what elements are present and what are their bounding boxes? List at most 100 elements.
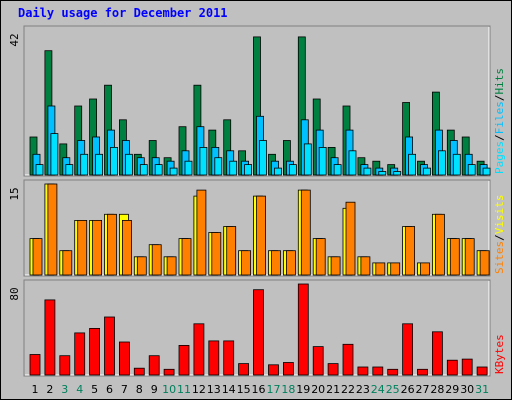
bar-kbytes-26	[402, 323, 414, 376]
bar-kbytes-31	[476, 366, 488, 376]
side-label-hits_files_pages: Pages/Files/Hits	[493, 68, 506, 174]
bar-pages-15	[244, 164, 253, 176]
bar-pages-10	[169, 167, 178, 176]
bar-sites-6	[107, 213, 117, 276]
bar-kbytes-17	[268, 364, 279, 376]
side-label-kbytes: KBytes	[493, 334, 506, 374]
bar-pages-21	[333, 164, 342, 176]
x-tick-23: 23	[356, 383, 370, 396]
bar-pages-20	[318, 146, 327, 176]
bar-kbytes-12	[193, 323, 205, 376]
bar-pages-24	[378, 171, 387, 176]
bar-kbytes-3	[59, 355, 71, 376]
bar-pages-31	[482, 167, 491, 176]
bar-pages-17	[274, 167, 282, 176]
bar-kbytes-4	[74, 332, 86, 376]
bar-sites-23	[360, 256, 371, 276]
bar-pages-8	[139, 164, 148, 176]
bar-sites-20	[315, 238, 326, 276]
bar-pages-25	[393, 171, 402, 176]
x-tick-2: 2	[46, 383, 53, 396]
bar-pages-14	[229, 160, 238, 176]
bar-kbytes-6	[104, 316, 115, 376]
x-tick-24: 24	[371, 383, 385, 396]
bar-pages-2	[50, 133, 59, 176]
bar-kbytes-7	[119, 341, 130, 376]
x-tick-18: 18	[281, 383, 295, 396]
bar-pages-30	[467, 164, 476, 176]
x-tick-29: 29	[445, 383, 459, 396]
bar-sites-11	[181, 238, 192, 276]
bar-pages-3	[65, 164, 74, 176]
x-tick-13: 13	[207, 383, 221, 396]
bar-sites-31	[479, 250, 490, 276]
x-tick-4: 4	[76, 383, 83, 396]
bar-sites-26	[405, 226, 416, 276]
bar-sites-29	[449, 238, 460, 276]
bar-pages-23	[363, 167, 372, 176]
x-tick-12: 12	[192, 383, 206, 396]
bar-kbytes-1	[29, 354, 41, 376]
bar-pages-19	[303, 143, 312, 176]
chart-title: Daily usage for December 2011	[18, 6, 228, 20]
x-tick-26: 26	[401, 383, 415, 396]
bar-kbytes-25	[387, 368, 399, 376]
bar-sites-10	[166, 256, 177, 276]
bar-kbytes-13	[208, 340, 220, 376]
x-tick-1: 1	[32, 383, 39, 396]
bar-kbytes-18	[282, 362, 294, 376]
bar-pages-4	[80, 153, 89, 176]
bar-pages-22	[348, 150, 357, 176]
bar-sites-7	[122, 219, 132, 276]
x-tick-22: 22	[341, 383, 355, 396]
bar-sites-21	[330, 256, 341, 276]
bar-sites-2	[47, 183, 58, 276]
bar-kbytes-19	[297, 283, 309, 376]
bar-sites-14	[226, 226, 237, 276]
bar-pages-12	[199, 146, 208, 176]
bar-sites-22	[345, 201, 356, 276]
bar-kbytes-2	[44, 299, 56, 376]
x-tick-3: 3	[61, 383, 68, 396]
bar-pages-6	[110, 146, 118, 176]
x-tick-19: 19	[296, 383, 310, 396]
bar-sites-17	[271, 250, 281, 276]
ymax-label-visits_sites: 15	[8, 187, 21, 200]
bar-sites-27	[420, 262, 430, 276]
x-tick-25: 25	[386, 383, 400, 396]
bar-kbytes-20	[312, 346, 324, 376]
bar-sites-18	[285, 250, 296, 276]
ymax-label-kbytes: 80	[8, 287, 21, 300]
bar-kbytes-28	[431, 331, 443, 376]
x-tick-28: 28	[430, 383, 444, 396]
side-label-visits_sites: Sites/Visits	[493, 195, 506, 275]
bar-pages-5	[95, 153, 103, 176]
x-tick-10: 10	[162, 383, 176, 396]
bar-sites-24	[375, 262, 386, 276]
bar-pages-29	[452, 153, 461, 176]
bar-kbytes-15	[238, 363, 250, 376]
bar-pages-26	[408, 153, 417, 176]
bar-kbytes-10	[163, 368, 175, 376]
bar-sites-3	[62, 250, 73, 276]
bar-kbytes-27	[417, 368, 428, 376]
bar-sites-1	[32, 238, 43, 276]
x-tick-16: 16	[252, 383, 266, 396]
x-tick-31: 31	[475, 383, 489, 396]
bar-kbytes-30	[461, 358, 473, 376]
bar-sites-8	[136, 256, 147, 276]
bar-pages-7	[125, 153, 133, 176]
bar-sites-19	[300, 189, 311, 276]
bar-pages-18	[288, 164, 297, 176]
bar-sites-12	[196, 189, 207, 276]
bar-pages-16	[259, 140, 267, 176]
bar-sites-28	[434, 213, 445, 276]
x-tick-8: 8	[136, 383, 143, 396]
bar-pages-1	[35, 164, 44, 176]
x-tick-14: 14	[222, 383, 236, 396]
x-tick-15: 15	[237, 383, 251, 396]
bar-pages-9	[154, 164, 163, 176]
x-tick-11: 11	[177, 383, 191, 396]
x-tick-20: 20	[311, 383, 325, 396]
